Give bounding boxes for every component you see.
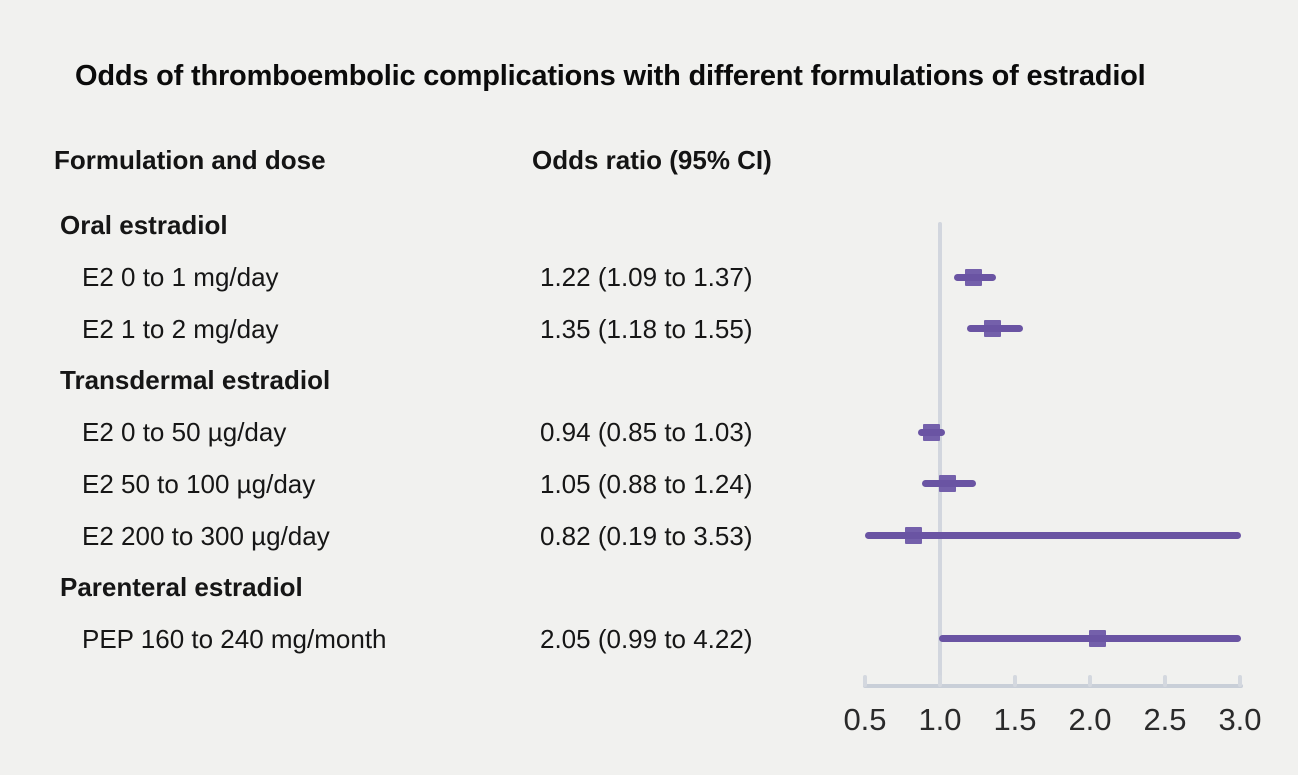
row-odds-ratio-value: 1.22 (1.09 to 1.37) bbox=[540, 262, 753, 292]
group-header: Parenteral estradiol bbox=[60, 572, 303, 603]
x-axis-tick-label: 1.0 bbox=[918, 702, 962, 737]
x-axis-tick bbox=[1013, 675, 1017, 687]
column-header-odds-ratio: Odds ratio (95% CI) bbox=[532, 145, 772, 175]
group-header: Transdermal estradiol bbox=[60, 365, 331, 396]
x-axis-tick bbox=[863, 675, 867, 687]
column-header-formulation: Formulation and dose bbox=[54, 145, 326, 175]
row-label: PEP 160 to 240 mg/month bbox=[82, 623, 387, 654]
confidence-interval-line bbox=[967, 325, 1023, 333]
row-label: E2 50 to 100 µg/day bbox=[82, 468, 316, 499]
x-axis-tick-label: 3.0 bbox=[1218, 702, 1262, 737]
x-axis-tick-label: 0.5 bbox=[843, 702, 887, 737]
confidence-interval-line bbox=[953, 273, 996, 281]
x-axis-tick bbox=[938, 675, 942, 687]
x-axis-tick bbox=[1163, 675, 1167, 687]
row-odds-ratio-value: 0.82 (0.19 to 3.53) bbox=[540, 520, 753, 551]
confidence-interval-line bbox=[938, 635, 1241, 643]
confidence-interval-line bbox=[922, 480, 976, 488]
reference-line bbox=[938, 222, 942, 688]
row-label: E2 200 to 300 µg/day bbox=[82, 520, 330, 551]
x-axis-line bbox=[863, 684, 1243, 688]
x-axis-tick-label: 2.5 bbox=[1143, 702, 1187, 737]
row-label: E2 0 to 1 mg/day bbox=[82, 262, 279, 292]
row-odds-ratio-value: 1.35 (1.18 to 1.55) bbox=[540, 313, 753, 344]
confidence-interval-line bbox=[865, 532, 1241, 539]
row-odds-ratio-value: 1.05 (0.88 to 1.24) bbox=[540, 468, 753, 499]
chart-title: Odds of thromboembolic complications wit… bbox=[75, 60, 1146, 92]
x-axis-tick bbox=[1238, 675, 1242, 687]
x-axis-tick-label: 1.5 bbox=[993, 702, 1037, 737]
x-axis-tick-label: 2.0 bbox=[1068, 702, 1112, 737]
row-label: E2 1 to 2 mg/day bbox=[82, 313, 279, 344]
row-odds-ratio-value: 2.05 (0.99 to 4.22) bbox=[540, 623, 753, 654]
x-axis-tick bbox=[1088, 675, 1092, 687]
group-header: Oral estradiol bbox=[60, 210, 228, 241]
confidence-interval-line bbox=[917, 428, 945, 436]
row-label: E2 0 to 50 µg/day bbox=[82, 417, 287, 448]
row-odds-ratio-value: 0.94 (0.85 to 1.03) bbox=[540, 417, 753, 448]
